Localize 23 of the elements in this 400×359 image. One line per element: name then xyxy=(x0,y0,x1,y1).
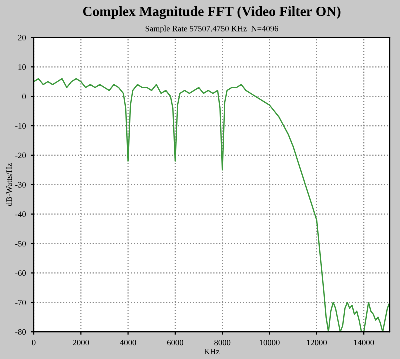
x-tick-label: 12000 xyxy=(307,340,328,346)
x-tick-label: 4000 xyxy=(120,340,136,346)
chart-title: Complex Magnitude FFT (Video Filter ON) xyxy=(83,6,341,20)
x-tick-label: 0 xyxy=(32,340,36,346)
chart-subtitle: Sample Rate 57507.4750 KHz N=4096 xyxy=(146,26,278,34)
y-tick-label: -60 xyxy=(16,270,26,276)
x-tick-label: 2000 xyxy=(73,340,90,346)
x-axis-title: KHz xyxy=(204,348,220,354)
x-tick-label: 6000 xyxy=(167,340,184,346)
y-tick-label: -30 xyxy=(16,182,26,188)
y-tick-label: 0 xyxy=(22,94,26,100)
y-axis-title: dB-Watts/Hz xyxy=(6,163,12,206)
y-tick-label: -50 xyxy=(16,241,26,247)
y-tick-label: -10 xyxy=(16,123,26,129)
x-tick-label: 14000 xyxy=(354,340,374,346)
y-tick-label: -20 xyxy=(16,152,26,158)
y-tick-label: 20 xyxy=(18,35,26,41)
y-tick-label: -80 xyxy=(16,329,26,336)
x-tick-label: 8000 xyxy=(214,340,231,346)
y-tick-label: 10 xyxy=(18,64,26,70)
y-tick-label: -70 xyxy=(16,300,26,306)
y-tick-label: -40 xyxy=(16,212,26,218)
x-tick-label: 10000 xyxy=(260,340,280,346)
